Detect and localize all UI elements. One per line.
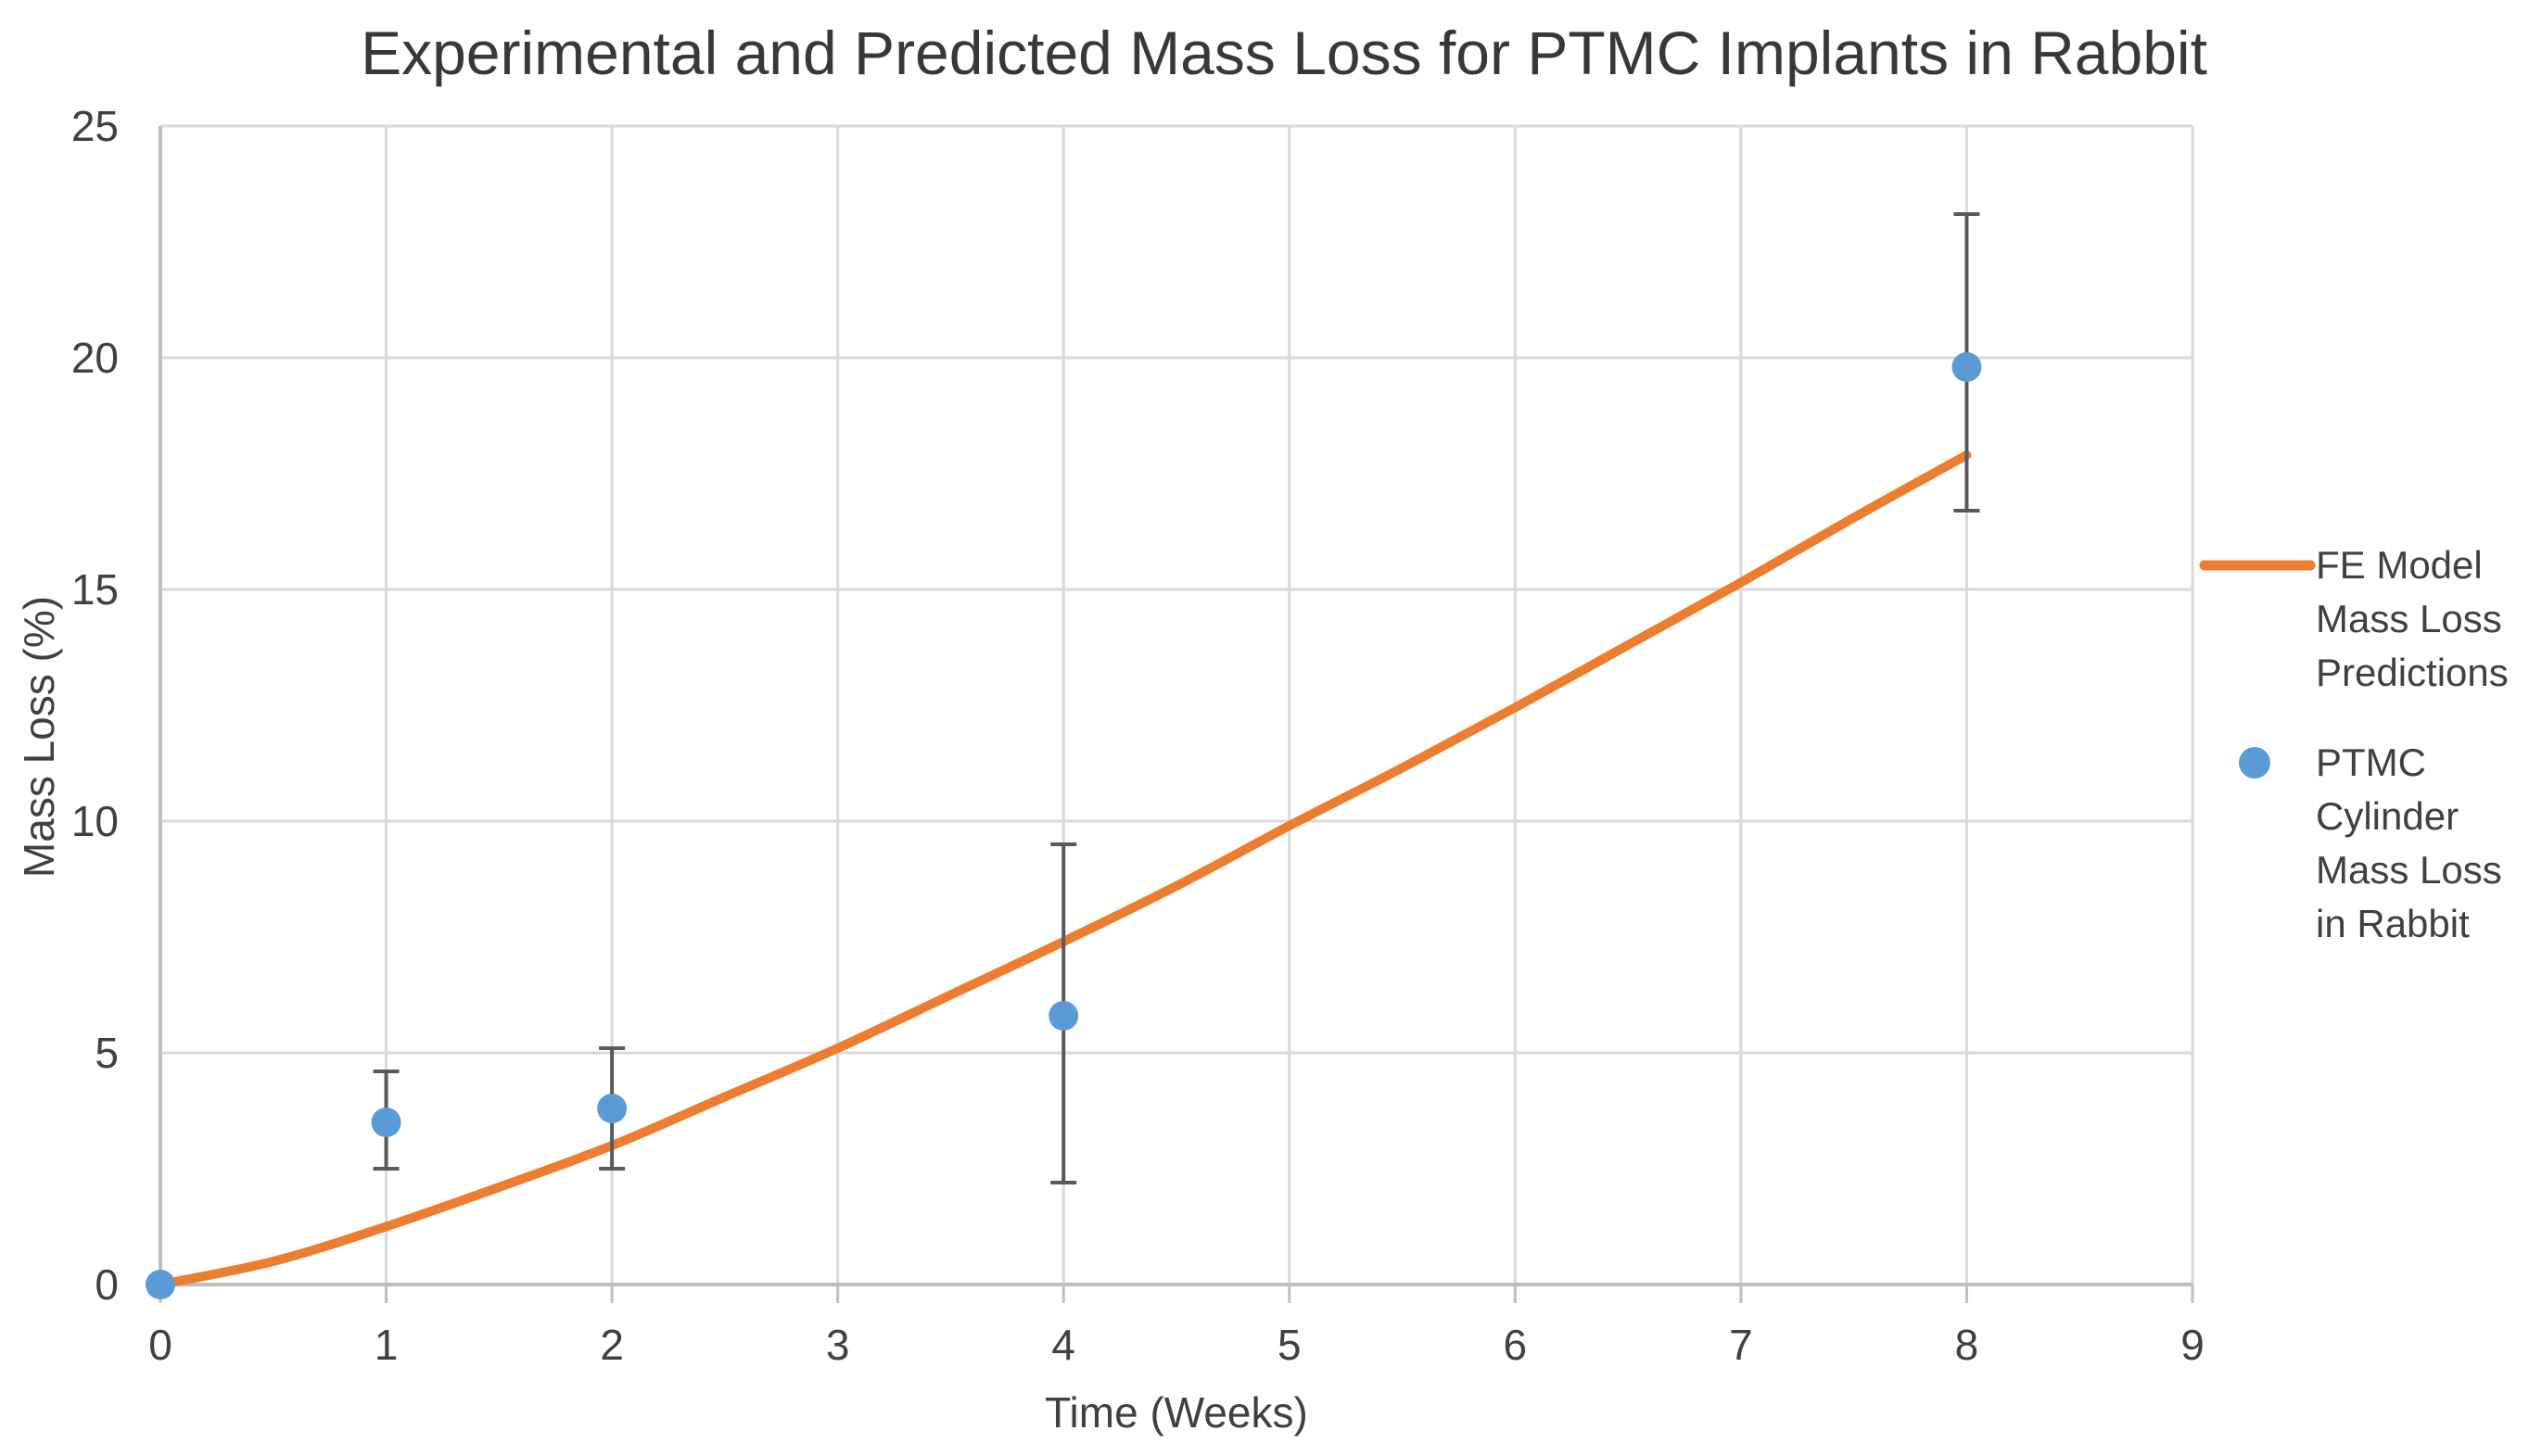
y-tick-label: 10 [70,797,119,845]
x-tick-label: 3 [825,1321,850,1369]
y-tick-label: 25 [70,102,119,150]
data-point [146,1270,175,1299]
data-point [1951,352,1982,382]
axes [159,126,2194,1303]
x-tick-label: 9 [2180,1321,2205,1369]
x-axis-title: Time (Weeks) [1045,1388,1308,1437]
legend-markers [2199,560,2316,779]
x-tick-label: 1 [374,1321,399,1369]
y-tick-label: 20 [70,334,119,382]
x-tick-label: 0 [148,1321,172,1369]
y-tick-label: 0 [95,1260,119,1309]
x-tick-label: 4 [1051,1321,1076,1369]
data-point [371,1108,401,1137]
legend-label-fe-model: FE Model Mass Loss Predictions [2316,543,2509,694]
x-tick-label: 6 [1503,1321,1528,1369]
data-series [146,212,1982,1299]
x-tick-label: 5 [1277,1321,1302,1369]
legend-dot-marker [2239,747,2270,779]
legend-label-ptmc-cylinder: PTMC Cylinder Mass Loss in Rabbit [2316,741,2502,945]
y-tick-label: 5 [95,1029,119,1077]
data-point [597,1094,628,1123]
x-tick-label: 8 [1954,1321,1979,1369]
x-tick-label: 2 [600,1321,624,1369]
y-tick-label: 15 [70,565,119,614]
x-tick-label: 7 [1729,1321,1753,1369]
gridlines [160,124,2194,1285]
data-point [1048,1001,1079,1031]
chart-title: Experimental and Predicted Mass Loss for… [361,19,2207,87]
